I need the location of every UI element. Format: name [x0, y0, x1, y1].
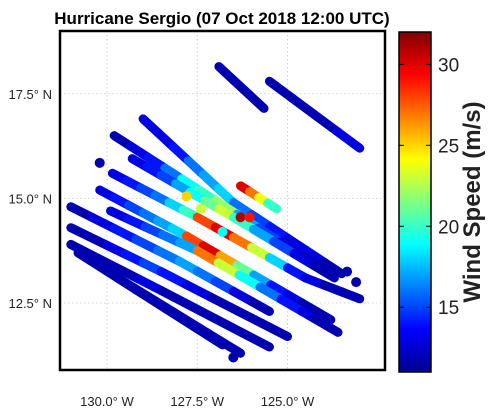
wind-track-segment: [321, 320, 343, 337]
x-tick-label: 130.0° W: [80, 394, 134, 409]
wind-point: [244, 212, 255, 223]
wind-point: [181, 191, 192, 202]
wind-track-segment: [143, 292, 184, 321]
colorbar: [398, 31, 432, 373]
wind-track-segment: [183, 300, 220, 324]
wind-track: [264, 76, 365, 153]
wind-point: [94, 157, 105, 168]
wind-track-segment: [287, 93, 320, 120]
wind-track-segment: [244, 89, 269, 113]
wind-track-segment: [309, 261, 339, 283]
colorbar-ticks: 15 20 25 30: [399, 55, 459, 319]
wind-track: [156, 285, 274, 352]
wind-track: [174, 256, 274, 316]
wind-track: [301, 273, 365, 304]
wind-track-segment: [181, 280, 217, 303]
colorbar-tick-label: 15: [438, 298, 459, 319]
wind-track: [228, 198, 347, 279]
wind-track-segment: [156, 267, 191, 290]
wind-track: [283, 290, 336, 325]
wind-point: [228, 352, 239, 363]
wind-track-segment: [207, 293, 242, 316]
wind-track-segment: [337, 287, 365, 304]
wind-track-segment: [174, 311, 215, 339]
wind-track: [113, 273, 246, 358]
x-tick-label: 127.5° W: [170, 394, 224, 409]
wind-track-segment: [232, 306, 267, 329]
wind-track-segment: [113, 273, 153, 302]
wind-track-segment: [73, 248, 112, 276]
wind-track: [236, 181, 282, 214]
y-tick-label: 12.5° N: [8, 296, 52, 311]
chart-title: Hurricane Sergio (07 Oct 2018 12:00 UTC): [54, 9, 389, 28]
colorbar-tick-label: 20: [438, 217, 459, 238]
wind-track-segment: [156, 285, 193, 310]
wind-track: [106, 206, 202, 256]
wind-track-segment: [246, 296, 274, 316]
wind-track-segment: [210, 314, 247, 338]
wind-track: [138, 114, 238, 208]
wind-track-segment: [257, 319, 292, 342]
colorbar-tick-label: 25: [438, 136, 459, 157]
wind-track-segment: [319, 257, 347, 279]
x-tick-label: 125.0° W: [261, 394, 315, 409]
wind-track-segment: [332, 126, 365, 153]
wind-track: [109, 131, 220, 205]
wind-track-segment: [237, 328, 274, 352]
y-axis-ticks: 17.5° N 15.0° N 12.5° N: [8, 87, 52, 311]
wind-data-layer: [66, 62, 365, 363]
wind-track: [297, 306, 343, 337]
wind-track-segment: [310, 110, 342, 136]
y-tick-label: 15.0° N: [8, 191, 52, 206]
wind-track: [66, 202, 184, 266]
wind-track-segment: [311, 306, 336, 325]
wind-point: [342, 266, 353, 277]
wind-point: [235, 212, 246, 223]
wind-track-segment: [264, 76, 297, 103]
wind-point: [351, 277, 362, 288]
wind-track: [156, 267, 292, 342]
colorbar-label: Wind Speed (m/s): [459, 101, 486, 302]
wind-track: [192, 212, 311, 283]
wind-track: [127, 154, 238, 222]
wind-track-segment: [205, 329, 246, 358]
wind-point: [217, 226, 228, 237]
wind-track-segment: [263, 198, 282, 214]
wind-point: [195, 203, 206, 214]
plot-frame: [58, 29, 387, 372]
wind-track: [214, 62, 269, 113]
y-tick-label: 17.5° N: [8, 87, 52, 102]
x-axis-ticks: 130.0° W 127.5° W 125.0° W: [80, 394, 315, 409]
colorbar-tick-label: 30: [438, 55, 459, 76]
